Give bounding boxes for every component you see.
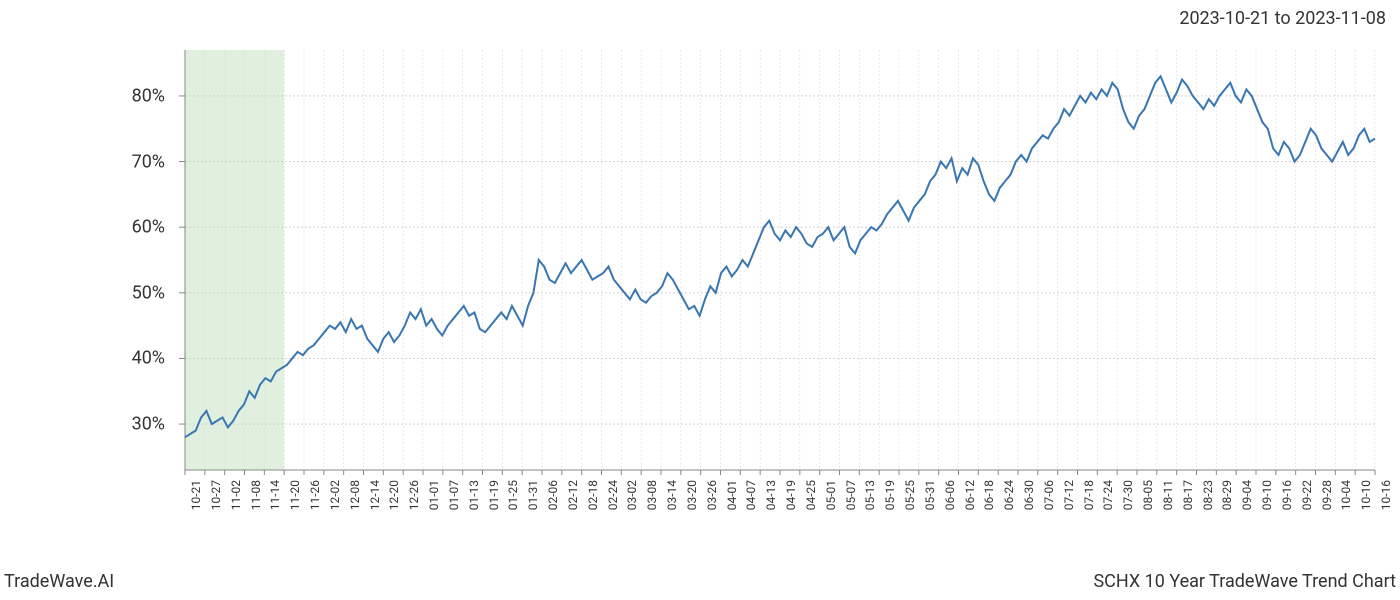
x-tick-label: 08-17 xyxy=(1181,480,1195,510)
x-tick-label: 03-14 xyxy=(665,480,679,510)
y-tick-label: 50% xyxy=(132,282,165,303)
x-tick-label: 06-30 xyxy=(1022,480,1036,510)
footer-brand: TradeWave.AI xyxy=(4,571,114,592)
x-tick-label: 05-13 xyxy=(863,480,877,510)
x-tick-label: 06-12 xyxy=(963,480,977,510)
x-tick-label: 04-19 xyxy=(784,480,798,510)
x-tick-label: 03-08 xyxy=(645,480,659,510)
x-tick-label: 11-20 xyxy=(288,480,302,510)
x-tick-label: 08-05 xyxy=(1141,480,1155,510)
x-tick-label: 12-08 xyxy=(348,480,362,510)
x-tick-label: 02-12 xyxy=(566,480,580,510)
x-tick-label: 10-10 xyxy=(1359,480,1373,510)
x-tick-label: 01-19 xyxy=(487,480,501,510)
x-tick-label: 03-26 xyxy=(705,480,719,510)
x-tick-label: 12-26 xyxy=(407,480,421,510)
x-tick-label: 06-18 xyxy=(982,480,996,510)
x-tick-label: 12-02 xyxy=(328,480,342,510)
y-tick-label: 60% xyxy=(132,217,165,238)
x-tick-label: 01-01 xyxy=(427,480,441,510)
x-tick-label: 05-25 xyxy=(903,480,917,510)
x-tick-label: 10-04 xyxy=(1339,480,1353,510)
y-tick-label: 30% xyxy=(132,414,165,435)
x-tick-label: 06-24 xyxy=(1002,480,1016,510)
x-tick-label: 11-14 xyxy=(268,480,282,510)
chart-container: 2023-10-21 to 2023-11-08 30% 40% 50% 60% 70%… xyxy=(0,0,1400,600)
x-tick-label: 05-01 xyxy=(824,480,838,510)
chart-svg xyxy=(185,50,1375,470)
x-tick-label: 05-07 xyxy=(844,480,858,510)
x-tick-label: 07-30 xyxy=(1121,480,1135,510)
x-tick-label: 07-24 xyxy=(1101,480,1115,510)
x-tick-label: 10-21 xyxy=(189,480,203,510)
y-axis-labels: 30% 40% 50% 60% 70% 80% xyxy=(0,50,175,470)
x-tick-label: 11-08 xyxy=(249,480,263,510)
x-tick-label: 11-26 xyxy=(308,480,322,510)
x-tick-label: 04-13 xyxy=(764,480,778,510)
x-tick-label: 10-16 xyxy=(1379,480,1393,510)
x-tick-label: 11-02 xyxy=(229,480,243,510)
x-tick-label: 04-07 xyxy=(744,480,758,510)
x-tick-label: 06-06 xyxy=(943,480,957,510)
x-tick-label: 02-06 xyxy=(546,480,560,510)
x-tick-label: 01-13 xyxy=(467,480,481,510)
x-tick-label: 09-16 xyxy=(1280,480,1294,510)
x-tick-label: 02-24 xyxy=(606,480,620,510)
x-tick-label: 09-10 xyxy=(1260,480,1274,510)
x-tick-label: 07-12 xyxy=(1062,480,1076,510)
x-tick-label: 12-14 xyxy=(368,480,382,510)
footer-title: SCHX 10 Year TradeWave Trend Chart xyxy=(1093,571,1396,592)
date-range-label: 2023-10-21 to 2023-11-08 xyxy=(1179,8,1386,29)
x-tick-label: 03-02 xyxy=(625,480,639,510)
x-tick-label: 05-19 xyxy=(883,480,897,510)
x-tick-label: 09-04 xyxy=(1240,480,1254,510)
x-tick-label: 01-25 xyxy=(506,480,520,510)
x-tick-label: 04-25 xyxy=(804,480,818,510)
x-tick-label: 03-20 xyxy=(685,480,699,510)
x-tick-label: 01-31 xyxy=(526,480,540,510)
x-tick-label: 09-28 xyxy=(1320,480,1334,510)
x-tick-label: 08-29 xyxy=(1220,480,1234,510)
x-tick-label: 07-18 xyxy=(1082,480,1096,510)
x-tick-label: 08-23 xyxy=(1201,480,1215,510)
x-axis-labels: 10-21 10-27 11-02 11-08 11-14 11-20 11-26 12-02… xyxy=(185,475,1375,555)
x-tick-label: 05-31 xyxy=(923,480,937,510)
x-tick-label: 09-22 xyxy=(1300,480,1314,510)
x-tick-label: 07-06 xyxy=(1042,480,1056,510)
x-tick-label: 10-27 xyxy=(209,480,223,510)
x-tick-label: 01-07 xyxy=(447,480,461,510)
x-tick-label: 08-11 xyxy=(1161,480,1175,510)
x-tick-label: 04-01 xyxy=(725,480,739,510)
y-tick-label: 40% xyxy=(132,348,165,369)
y-tick-label: 70% xyxy=(132,151,165,172)
x-tick-label: 02-18 xyxy=(586,480,600,510)
plot-area xyxy=(185,50,1375,470)
y-tick-label: 80% xyxy=(132,85,165,106)
x-tick-label: 12-20 xyxy=(387,480,401,510)
